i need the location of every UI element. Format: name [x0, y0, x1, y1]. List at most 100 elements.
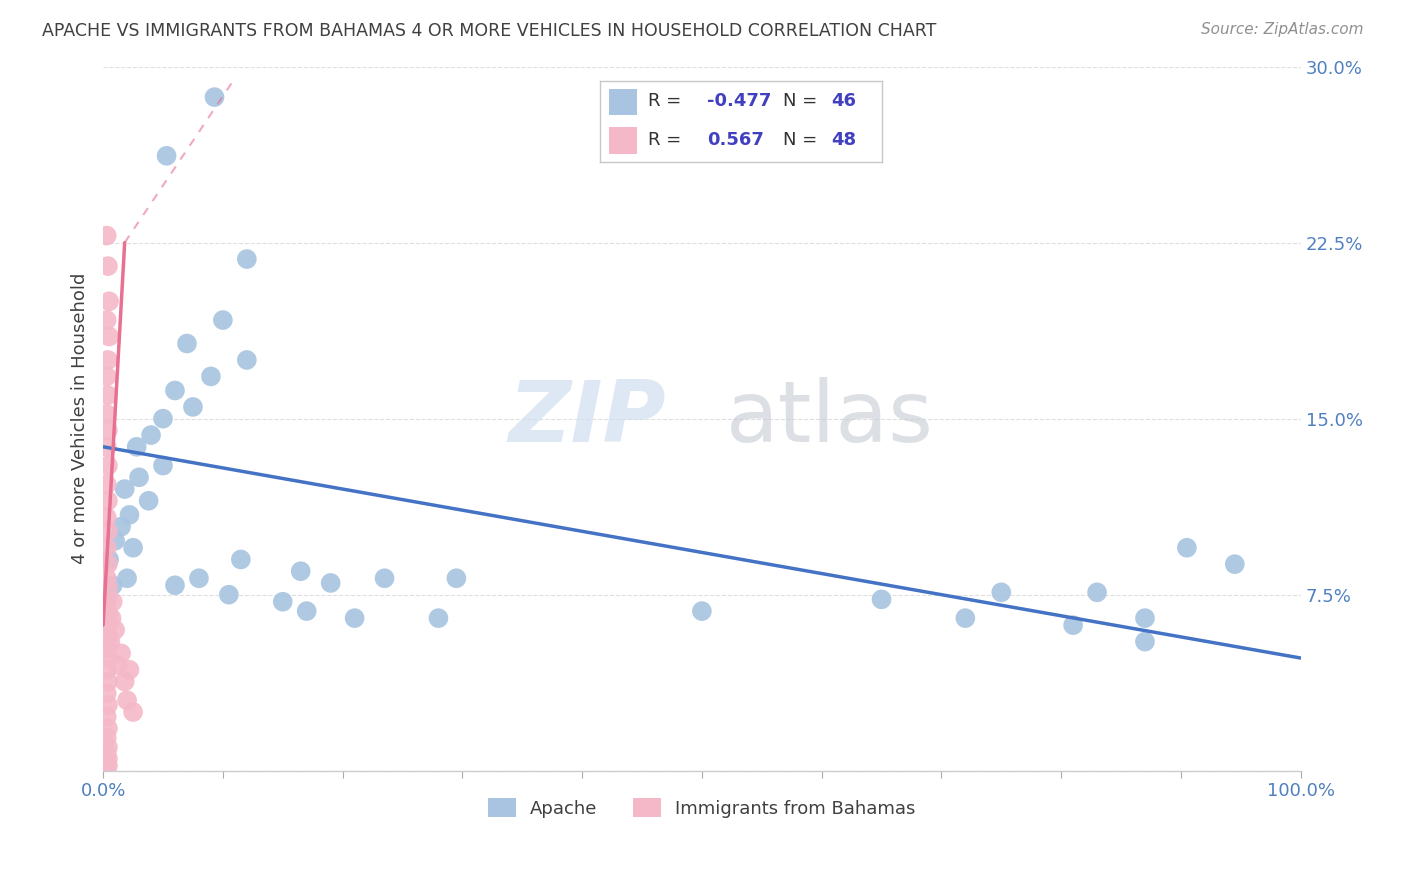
Point — [96, 407, 118, 421]
Point — [212, 313, 235, 327]
Point — [343, 611, 366, 625]
Point — [96, 756, 118, 771]
Point — [97, 259, 120, 273]
Point — [118, 508, 141, 522]
Point — [690, 604, 713, 618]
Point — [1062, 618, 1084, 632]
Point — [96, 228, 118, 243]
Point — [138, 493, 160, 508]
Point — [374, 571, 396, 585]
Point — [118, 663, 141, 677]
Point — [96, 313, 118, 327]
Point — [97, 752, 120, 766]
Point — [155, 149, 177, 163]
Point — [97, 740, 120, 755]
Point — [97, 493, 120, 508]
Point — [128, 470, 150, 484]
Point — [163, 384, 186, 398]
Point — [139, 428, 162, 442]
Point — [98, 294, 121, 309]
Point — [96, 588, 118, 602]
Point — [870, 592, 893, 607]
Point — [97, 581, 120, 595]
Point — [104, 533, 127, 548]
Point — [97, 607, 120, 621]
Point — [97, 759, 120, 773]
Point — [115, 571, 138, 585]
Point — [110, 519, 132, 533]
Point — [97, 630, 120, 644]
Text: atlas: atlas — [725, 377, 934, 460]
Point — [181, 400, 204, 414]
Point — [319, 576, 342, 591]
Point — [97, 674, 120, 689]
Point — [427, 611, 450, 625]
Point — [97, 524, 120, 539]
Point — [122, 705, 145, 719]
Point — [96, 618, 118, 632]
Point — [1175, 541, 1198, 555]
Point — [97, 388, 120, 402]
Legend: Apache, Immigrants from Bahamas: Apache, Immigrants from Bahamas — [481, 791, 922, 825]
Point — [96, 510, 118, 524]
Point — [96, 641, 118, 656]
Point — [104, 623, 127, 637]
Y-axis label: 4 or more Vehicles in Household: 4 or more Vehicles in Household — [72, 273, 89, 565]
Point — [98, 329, 121, 343]
Point — [122, 541, 145, 555]
Point — [96, 369, 118, 384]
Point — [96, 440, 118, 454]
Point — [176, 336, 198, 351]
Point — [107, 658, 129, 673]
Point — [229, 552, 252, 566]
Point — [97, 722, 120, 736]
Point — [204, 90, 226, 104]
Point — [236, 353, 259, 368]
Point — [97, 698, 120, 712]
Point — [218, 588, 240, 602]
Point — [115, 693, 138, 707]
Point — [163, 578, 186, 592]
Point — [200, 369, 222, 384]
Point — [110, 646, 132, 660]
Point — [97, 423, 120, 437]
Point — [990, 585, 1012, 599]
Point — [100, 611, 122, 625]
Point — [96, 747, 118, 762]
Point — [97, 557, 120, 571]
Text: Source: ZipAtlas.com: Source: ZipAtlas.com — [1201, 22, 1364, 37]
Point — [236, 252, 259, 266]
Point — [101, 595, 124, 609]
Text: APACHE VS IMMIGRANTS FROM BAHAMAS 4 OR MORE VEHICLES IN HOUSEHOLD CORRELATION CH: APACHE VS IMMIGRANTS FROM BAHAMAS 4 OR M… — [42, 22, 936, 40]
Point — [97, 651, 120, 665]
Point — [98, 634, 121, 648]
Point — [1133, 634, 1156, 648]
Point — [114, 674, 136, 689]
Point — [101, 578, 124, 592]
Point — [1133, 611, 1156, 625]
Point — [114, 482, 136, 496]
Point — [271, 595, 294, 609]
Point — [96, 663, 118, 677]
Point — [152, 411, 174, 425]
Point — [96, 595, 118, 609]
Point — [295, 604, 318, 618]
Point — [1085, 585, 1108, 599]
Point — [96, 571, 118, 585]
Point — [98, 552, 121, 566]
Point — [96, 541, 118, 555]
Point — [955, 611, 977, 625]
Point — [96, 709, 118, 723]
Point — [97, 458, 120, 473]
Text: ZIP: ZIP — [509, 377, 666, 460]
Point — [96, 477, 118, 491]
Point — [152, 458, 174, 473]
Point — [446, 571, 468, 585]
Point — [290, 564, 312, 578]
Point — [125, 440, 148, 454]
Point — [96, 686, 118, 700]
Point — [96, 731, 118, 745]
Point — [187, 571, 209, 585]
Point — [97, 353, 120, 368]
Point — [1223, 557, 1246, 571]
